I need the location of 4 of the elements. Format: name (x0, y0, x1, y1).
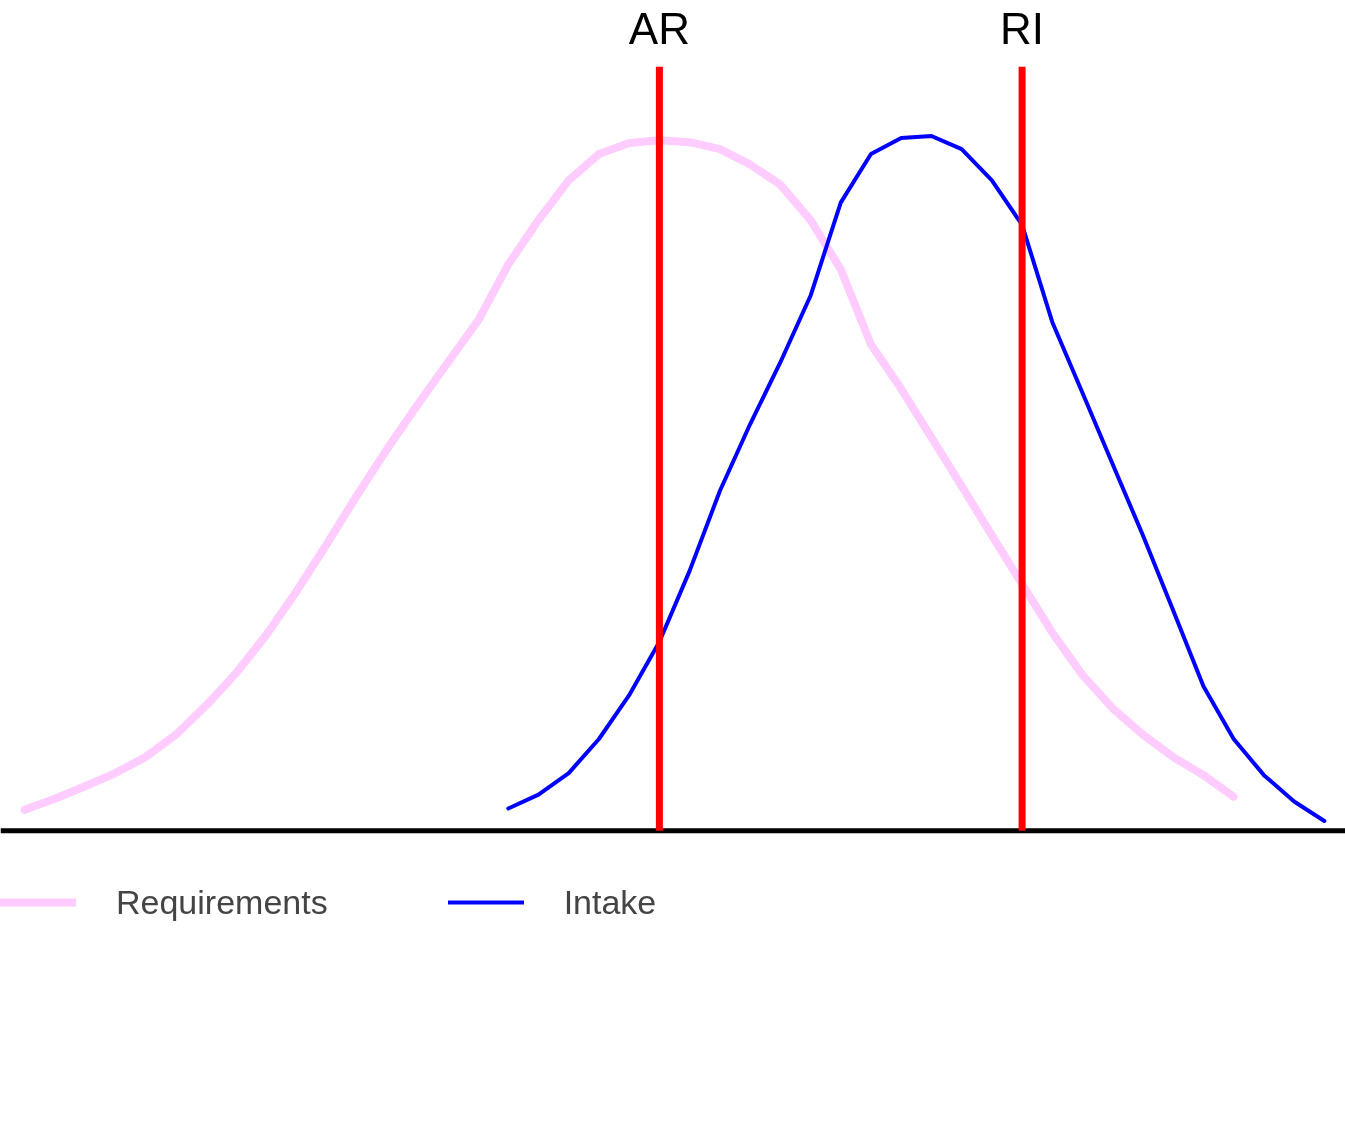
legend-label: Requirements (116, 882, 328, 922)
legend-label: Intake (563, 882, 657, 922)
x-tick-label: AR (628, 3, 690, 53)
x-tick-label: RI (1000, 3, 1045, 53)
